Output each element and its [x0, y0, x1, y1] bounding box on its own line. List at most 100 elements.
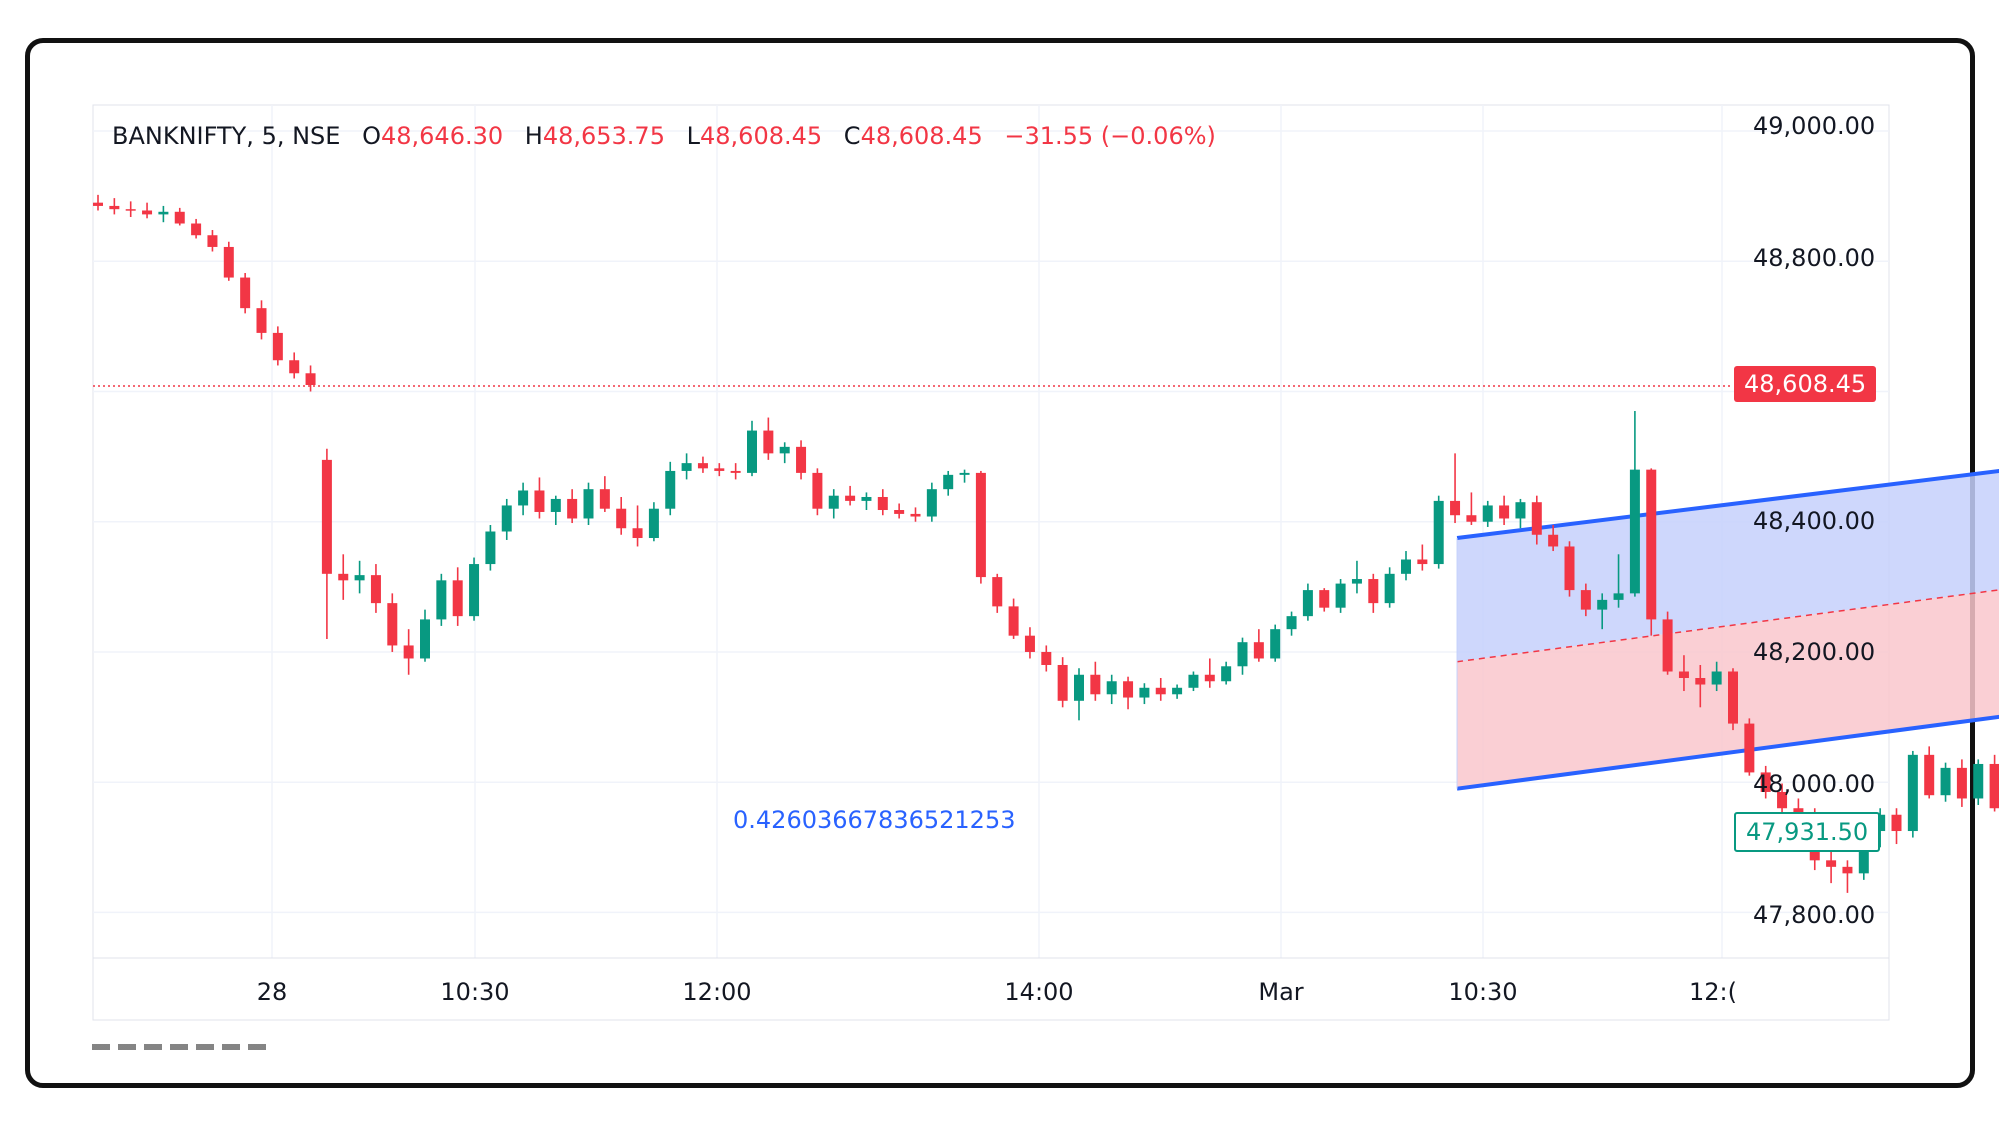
y-tick-label: 47,800.00 [1753, 901, 1876, 929]
candle [1417, 544, 1428, 571]
candle [403, 629, 414, 675]
regression-channel [1456, 468, 1999, 791]
x-tick-label: 12:( [1689, 978, 1737, 1006]
candle [109, 198, 120, 215]
channel-upper-fill [1457, 470, 1999, 662]
candle-body [1548, 534, 1559, 547]
candle-body [959, 472, 970, 475]
candle-body [256, 308, 267, 333]
candle-body [747, 430, 757, 473]
candle-body [1613, 593, 1624, 600]
candle-body [1433, 500, 1444, 565]
candle [1907, 750, 1918, 838]
candle [1711, 661, 1722, 692]
candle [354, 560, 365, 594]
candle [1678, 655, 1689, 692]
candle [1695, 664, 1706, 708]
candle-body [975, 472, 986, 578]
candle [1728, 668, 1738, 731]
candle-body [1580, 590, 1591, 610]
candle-body [632, 528, 643, 539]
candle-body [1351, 579, 1362, 584]
candle [1270, 624, 1281, 662]
candle-body [1123, 681, 1134, 698]
candle-body [1826, 860, 1837, 867]
candle-body [1106, 681, 1117, 695]
candle-body [289, 360, 300, 374]
candle [763, 417, 774, 460]
candle-body [1335, 583, 1346, 608]
candle [1613, 554, 1624, 608]
candle [583, 482, 594, 525]
candle [1760, 765, 1771, 799]
candle [796, 440, 807, 480]
candle [828, 489, 839, 519]
candle-body [1597, 599, 1608, 610]
candle [730, 463, 741, 480]
candle-body [370, 575, 381, 604]
x-tick-label: Mar [1258, 978, 1304, 1006]
x-tick-label: 10:30 [1448, 978, 1518, 1006]
channel-ratio-label: 0.42603667836521253 [733, 806, 1016, 834]
candle-body [1401, 559, 1411, 574]
candle-body [1090, 674, 1101, 695]
candle [1956, 759, 1967, 807]
candle-body [567, 498, 578, 519]
candle-body [1678, 671, 1689, 679]
candle-body [992, 577, 1003, 607]
candle [1842, 860, 1853, 893]
high-value: 48,653.75 [542, 122, 665, 150]
candle-body [763, 430, 774, 454]
candle [1253, 629, 1264, 662]
y-tick-label: 48,800.00 [1753, 244, 1876, 272]
open-value: 48,646.30 [380, 122, 504, 150]
candle [1499, 495, 1510, 525]
candle-body [1646, 469, 1657, 620]
candle [1335, 579, 1346, 613]
candle [1531, 495, 1542, 545]
candle [681, 453, 692, 480]
candle [1024, 627, 1035, 659]
candle [93, 194, 103, 211]
candle-body [1074, 674, 1084, 701]
candle-body [207, 235, 218, 247]
channel-mid-line [1456, 589, 1999, 663]
candle-body [1989, 763, 1999, 809]
candle-body [93, 202, 103, 206]
candle-body [1008, 606, 1019, 636]
candle-body [305, 373, 316, 385]
candle [877, 489, 888, 516]
candle-body [1319, 590, 1330, 608]
candle-body [272, 332, 283, 361]
candle [1564, 541, 1575, 597]
candle-body [1057, 664, 1068, 701]
candle [1548, 524, 1559, 552]
candle-body [1940, 767, 1951, 796]
y-tick-label: 48,400.00 [1753, 507, 1876, 535]
candle [714, 463, 725, 477]
candle [207, 230, 218, 252]
candle [1646, 468, 1657, 636]
candle [518, 482, 529, 516]
candle-body [501, 505, 512, 532]
candle [1368, 573, 1379, 613]
candle-body [550, 498, 561, 512]
candle [1924, 746, 1935, 799]
candle-body [1744, 723, 1755, 773]
candle-body [1139, 687, 1150, 698]
candle-body [191, 223, 202, 236]
channel-upper-line [1456, 468, 1999, 540]
candle-body [1188, 674, 1199, 688]
candle-body [338, 573, 349, 581]
candle [1237, 637, 1248, 675]
candle [975, 470, 986, 584]
candle-body [240, 277, 251, 309]
candle-body [910, 513, 921, 517]
candle [125, 201, 136, 217]
candle [1662, 611, 1673, 675]
candle [1891, 808, 1902, 845]
candle-body [1384, 573, 1395, 604]
candle-body [1237, 642, 1248, 667]
candle-body [665, 470, 676, 509]
